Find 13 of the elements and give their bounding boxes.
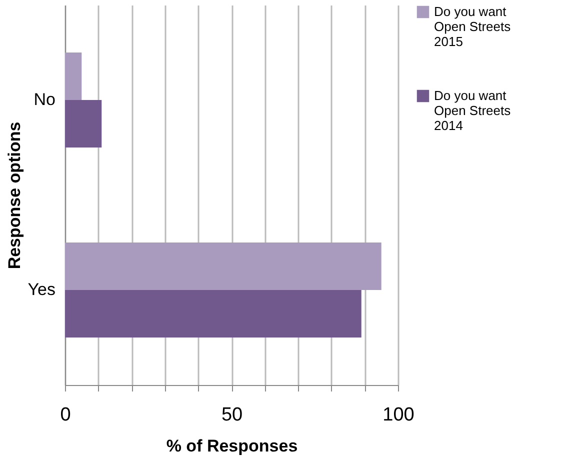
bar (65, 242, 382, 290)
y-axis-title: Response options (4, 122, 24, 270)
y-tick-label: Yes (28, 280, 56, 299)
legend-label: Do you want Open Streets 2014 (434, 88, 512, 133)
x-tick-label: 50 (221, 404, 243, 426)
x-tick-label: 100 (382, 404, 414, 426)
bar (65, 52, 82, 100)
y-tick-label: No (34, 90, 56, 109)
x-tick-label: 0 (60, 404, 71, 426)
legend-label: Do you want Open Streets 2015 (434, 4, 512, 49)
bar (65, 290, 362, 338)
bar (65, 100, 102, 148)
x-axis-title: % of Responses (166, 436, 298, 456)
